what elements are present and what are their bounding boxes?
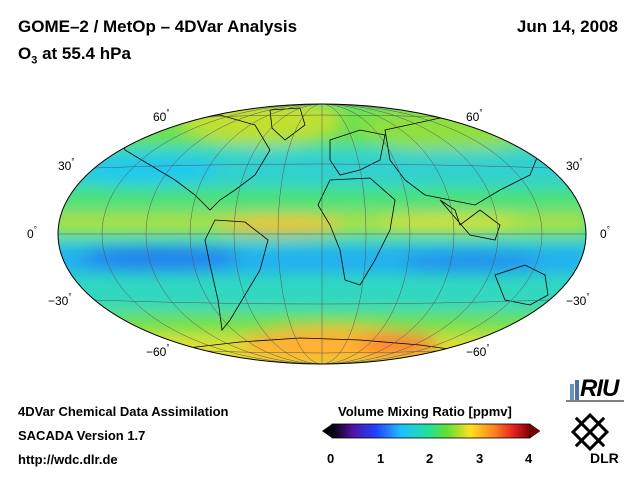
lat-label-30s-left: −30° [48, 292, 72, 308]
dlr-logo-text: DLR [590, 450, 619, 466]
riu-logo-text: RIU [580, 375, 619, 402]
footer-line-2: SACADA Version 1.7 [18, 428, 146, 443]
lat-label-30n-left: 30° [58, 157, 75, 173]
lat-label-eq-right: 0° [600, 225, 610, 241]
colorbar-tick: 1 [377, 451, 385, 466]
lat-label-30n-right: 30° [566, 157, 583, 173]
map-title: GOME–2 / MetOp – 4DVar Analysis [18, 17, 298, 36]
graticule [58, 104, 586, 364]
colorbar-over-arrow [529, 423, 541, 439]
lat-label-60s-left: −60° [146, 343, 170, 359]
map-subtitle: O3 at 55.4 hPa [18, 44, 131, 67]
ozone-field [58, 104, 586, 364]
riu-logo [566, 380, 624, 402]
coastlines [119, 107, 549, 353]
colorbar-tick: 2 [426, 451, 434, 466]
colorbar-scale [331, 423, 531, 439]
colorbar-tick: 4 [525, 451, 533, 466]
lat-label-60s-right: −60° [466, 343, 490, 359]
map-date: Jun 14, 2008 [516, 17, 618, 36]
footer-link[interactable]: http://wdc.dlr.de [18, 452, 118, 467]
lat-label-eq-left: 0° [27, 225, 37, 241]
colorbar-tick: 3 [476, 451, 484, 466]
colorbar [322, 423, 541, 439]
lat-label-60n-left: 60° [153, 108, 170, 124]
lat-label-60n-right: 60° [466, 108, 483, 124]
colorbar-under-arrow [322, 424, 332, 438]
footer-line-1: 4DVar Chemical Data Assimilation [18, 404, 229, 419]
dlr-logo [570, 412, 610, 452]
colorbar-tick: 0 [327, 451, 335, 466]
lat-label-30s-right: −30° [566, 292, 590, 308]
map-outline [57, 103, 587, 365]
colorbar-title: Volume Mixing Ratio [ppmv] [338, 404, 512, 419]
